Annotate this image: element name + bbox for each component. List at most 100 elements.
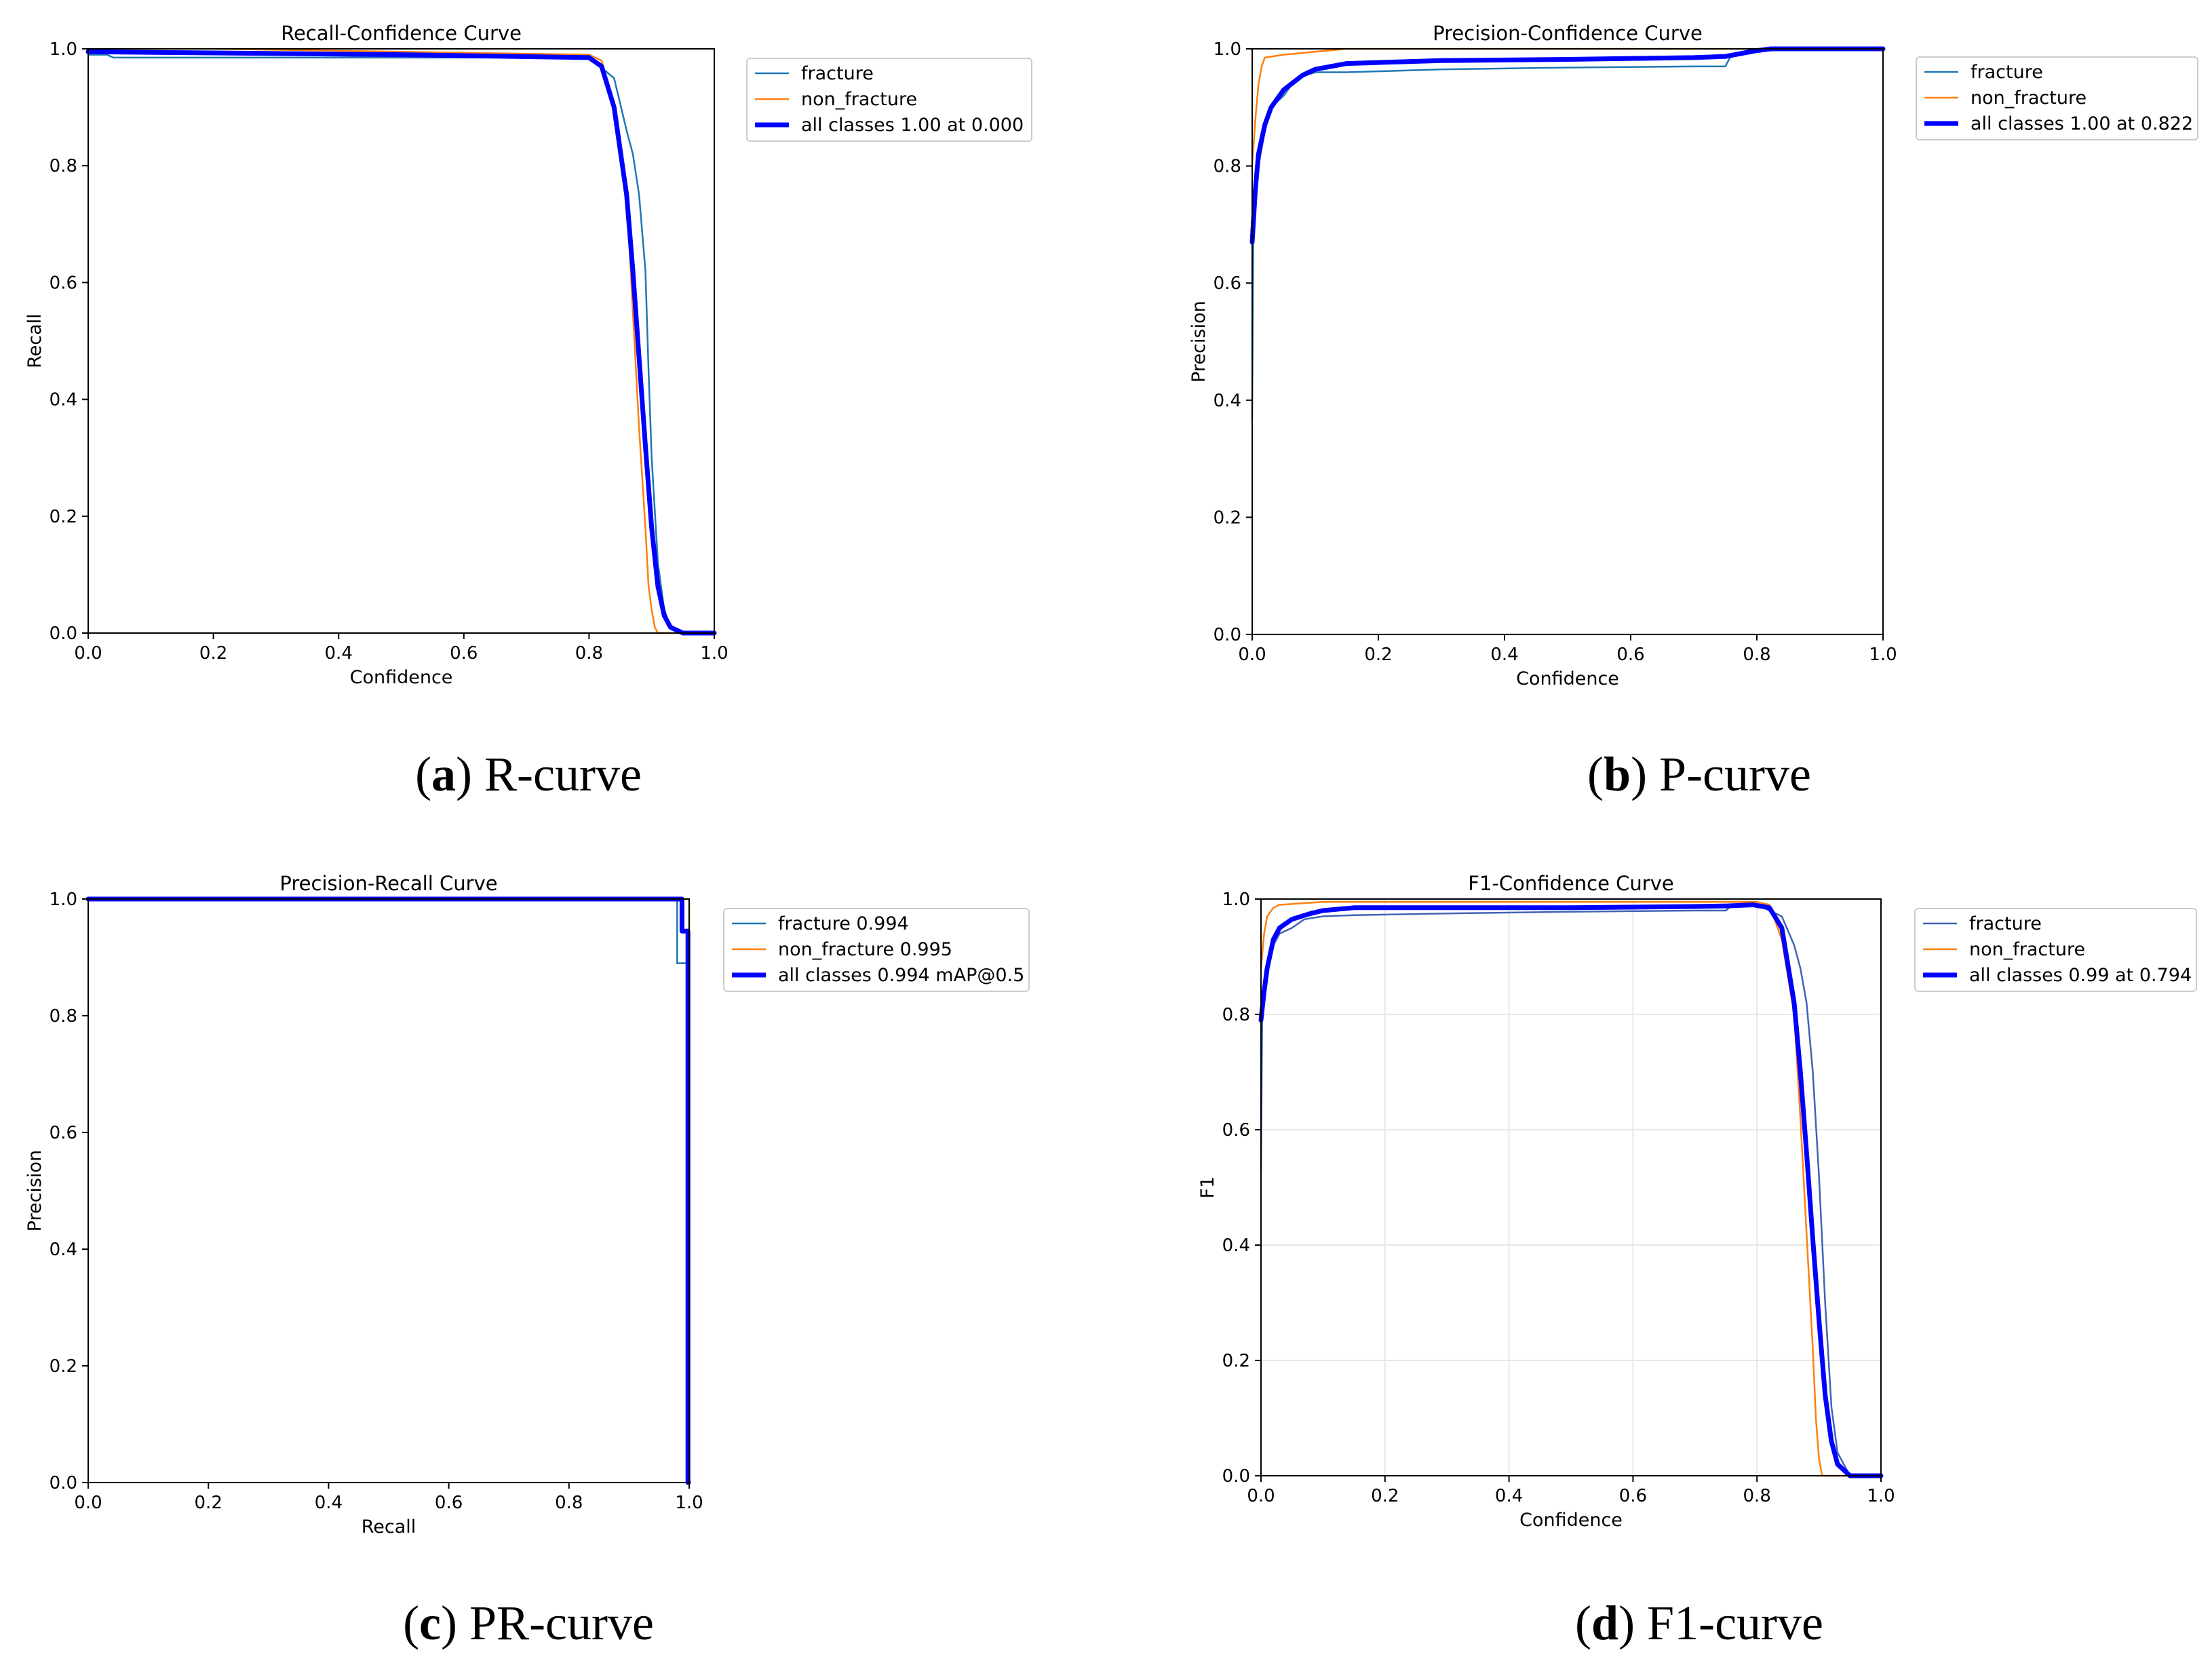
- legend-entry: non_fracture 0.995: [778, 939, 952, 960]
- y-tick-label: 0.8: [50, 156, 77, 176]
- series-line-1: [1260, 904, 1882, 1477]
- x-tick-label: 0.4: [325, 643, 353, 664]
- legend-entry: non_fracture: [1969, 939, 2085, 960]
- series-line-3: [1249, 46, 1886, 245]
- x-tick-label: 1.0: [1869, 645, 1897, 665]
- legend-box: [723, 908, 1030, 992]
- y-tick-label: 0.2: [1222, 1351, 1250, 1371]
- x-tick-label: 0.6: [1619, 1486, 1647, 1506]
- chart-panel-c: 0.00.0 0.2 0.2 0.4 0.4 0.6 0.6 0.8 0.8 1.0 1.0 Prec…: [24, 872, 1030, 1650]
- series-line-2: [87, 47, 716, 634]
- legend-entry: non_fracture: [801, 89, 917, 110]
- legend-entry: fracture: [801, 63, 874, 84]
- legend-box: [1914, 908, 2197, 992]
- caption-paren-open: (: [1587, 747, 1604, 801]
- x-tick-label: 0.6: [450, 643, 478, 664]
- figure-caption: (d) F1-curve: [1575, 1596, 1823, 1650]
- caption-letter: c: [419, 1596, 441, 1650]
- y-tick-label: 0.4: [1222, 1236, 1250, 1256]
- x-tick-label: 1.0: [1867, 1486, 1895, 1506]
- y-tick-label: 0.8: [1214, 157, 1241, 177]
- caption-text: F1-curve: [1635, 1596, 1823, 1650]
- y-tick-label: 0.0: [1222, 1466, 1250, 1487]
- x-axis-label: Confidence: [350, 667, 453, 688]
- y-tick-label: 0.0: [1214, 625, 1241, 645]
- y-tick-label: 0.8: [50, 1006, 77, 1027]
- figure-caption: (b) P-curve: [1587, 747, 1811, 801]
- legend-box: [1916, 56, 2198, 140]
- y-tick-label: 1.0: [1214, 39, 1241, 60]
- y-tick-label: 1.0: [50, 890, 77, 910]
- x-tick-label: 0.0: [1238, 645, 1266, 665]
- series-line-2: [87, 898, 691, 1484]
- legend-entry: fracture 0.994: [778, 913, 909, 934]
- y-axis-label: F1: [1197, 1177, 1218, 1199]
- plot-frame: [1260, 898, 1882, 1476]
- y-tick-label: 0.4: [50, 1240, 77, 1260]
- x-tick-label: 0.8: [1743, 645, 1770, 665]
- x-tick-label: 0.2: [199, 643, 227, 664]
- caption-paren-close: ): [456, 747, 472, 801]
- caption-paren-open: (: [415, 747, 431, 801]
- chart-title: F1-Confidence Curve: [1468, 872, 1673, 895]
- y-tick-label: 0.2: [50, 1356, 77, 1377]
- legend-entry: all classes 0.99 at 0.794: [1969, 965, 2192, 986]
- caption-letter: d: [1591, 1596, 1618, 1650]
- y-tick-label: 0.0: [50, 624, 77, 644]
- x-tick-label: 1.0: [675, 1493, 703, 1513]
- x-tick-label: 0.2: [195, 1493, 222, 1513]
- caption-paren-open: (: [1575, 1596, 1591, 1650]
- chart-title: Recall-Confidence Curve: [281, 22, 522, 45]
- x-tick-label: 0.0: [1247, 1486, 1275, 1506]
- y-tick-label: 0.4: [50, 390, 77, 411]
- y-axis-label: Precision: [1188, 301, 1209, 382]
- y-axis-label: Recall: [24, 313, 45, 368]
- series-line-2: [1251, 47, 1884, 167]
- x-tick-label: 0.0: [74, 1493, 102, 1513]
- x-tick-label: 0.6: [435, 1493, 463, 1513]
- figure-caption: (a) R-curve: [415, 747, 642, 801]
- series-line-3: [85, 896, 691, 1485]
- legend-box: [746, 58, 1032, 142]
- chart-panel-d: 0.00.0 0.2 0.2 0.4 0.4 0.6 0.6 0.8 0.8 1.0 1.0 F1-C…: [1197, 872, 2197, 1650]
- caption-text: PR-curve: [457, 1596, 654, 1650]
- x-axis-label: Recall: [362, 1516, 416, 1538]
- x-tick-label: 0.2: [1371, 1486, 1399, 1506]
- figure-caption: (c) PR-curve: [403, 1596, 654, 1650]
- y-tick-label: 0.6: [1214, 273, 1241, 294]
- x-tick-label: 0.6: [1616, 645, 1644, 665]
- series-line-2: [1260, 901, 1882, 1477]
- plot-frame: [1251, 48, 1884, 635]
- y-tick-label: 1.0: [50, 39, 77, 60]
- legend-entry: all classes 1.00 at 0.000: [801, 115, 1024, 136]
- caption-letter: a: [431, 747, 456, 801]
- series-line-1: [1251, 47, 1884, 419]
- x-tick-label: 0.4: [1490, 645, 1518, 665]
- chart-title: Precision-Confidence Curve: [1433, 22, 1703, 45]
- y-tick-label: 0.6: [50, 1123, 77, 1143]
- caption-paren-close: ): [1631, 747, 1647, 801]
- plot-frame: [88, 48, 715, 634]
- x-tick-label: 0.2: [1364, 645, 1392, 665]
- y-tick-label: 0.0: [50, 1473, 77, 1493]
- x-tick-label: 0.4: [1495, 1486, 1523, 1506]
- legend-entry: non_fracture: [1971, 88, 2087, 109]
- x-tick-label: 1.0: [700, 643, 728, 664]
- caption-paren-open: (: [403, 1596, 419, 1650]
- caption-paren-close: ): [441, 1596, 457, 1650]
- x-tick-label: 0.8: [555, 1493, 583, 1513]
- legend-entry: fracture: [1971, 62, 2043, 83]
- legend-entry: fracture: [1969, 913, 2042, 934]
- x-tick-label: 0.8: [1743, 1486, 1771, 1506]
- chart-panel-b: 0.00.0 0.2 0.2 0.4 0.4 0.6 0.6 0.8 0.8 1.0 1.0 Prec…: [1188, 22, 2198, 801]
- caption-text: P-curve: [1647, 747, 1811, 801]
- y-tick-label: 0.8: [1222, 1005, 1250, 1025]
- y-tick-label: 0.2: [50, 507, 77, 527]
- y-tick-label: 0.6: [1222, 1120, 1250, 1141]
- x-axis-label: Confidence: [1516, 668, 1619, 689]
- y-tick-label: 0.2: [1214, 508, 1241, 528]
- x-tick-label: 0.0: [74, 643, 102, 664]
- caption-text: R-curve: [472, 747, 642, 801]
- series-line-1: [87, 898, 691, 1484]
